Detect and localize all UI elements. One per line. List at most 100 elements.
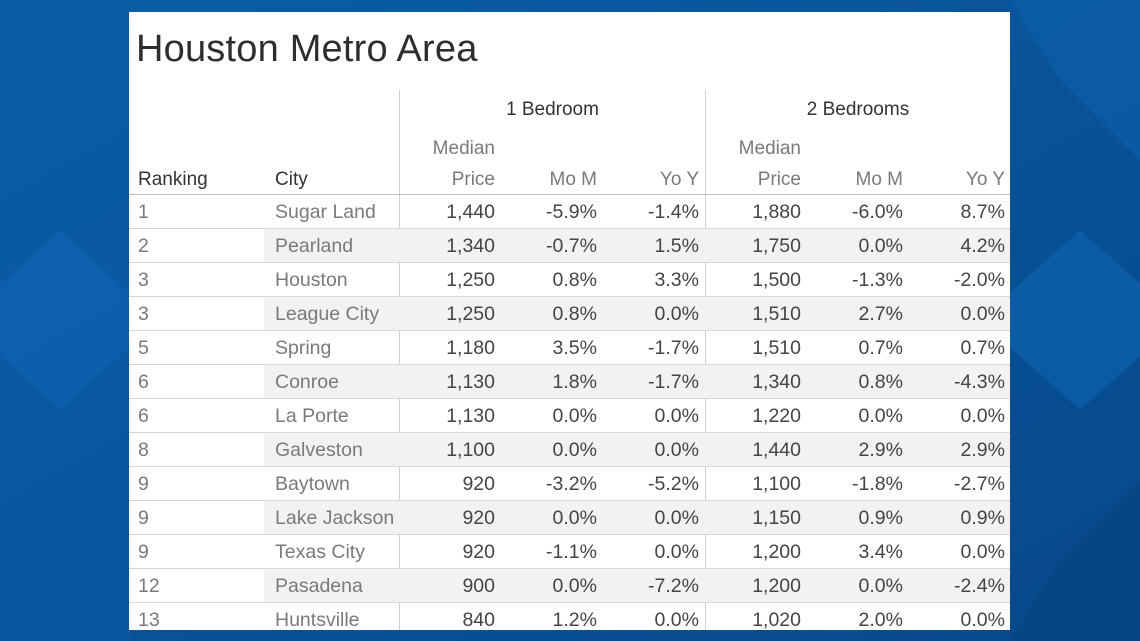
cell-city: Baytown xyxy=(275,473,350,495)
cell-1br-yoy: -1.4% xyxy=(648,201,699,223)
cell-city: Huntsville xyxy=(275,609,360,630)
cell-2br-yoy: 8.7% xyxy=(960,201,1005,223)
table-row: 6 La Porte 1,130 0.0% 0.0% 1,220 0.0% 0.0% xyxy=(129,399,1010,433)
cell-1br-mom: -0.7% xyxy=(546,235,597,257)
cell-city: Spring xyxy=(275,337,332,359)
cell-1br-yoy: 0.0% xyxy=(654,303,699,325)
table-row: 9 Lake Jackson 920 0.0% 0.0% 1,150 0.9% 0.9% xyxy=(129,501,1010,535)
row-band xyxy=(264,569,1010,602)
cell-city: League City xyxy=(275,303,380,325)
cell-ranking: 1 xyxy=(138,201,149,223)
cell-2br-price: 1,510 xyxy=(752,303,801,325)
cell-1br-price: 1,250 xyxy=(446,303,495,325)
cell-city: La Porte xyxy=(275,405,349,427)
cell-1br-yoy: 1.5% xyxy=(654,235,699,257)
cell-1br-mom: -1.1% xyxy=(546,541,597,563)
cell-1br-price: 920 xyxy=(462,541,495,563)
cell-1br-mom: 0.0% xyxy=(552,405,597,427)
cell-2br-price: 1,020 xyxy=(752,609,801,630)
cell-2br-yoy: 0.0% xyxy=(960,303,1005,325)
cell-ranking: 13 xyxy=(138,609,160,630)
cell-1br-mom: -5.9% xyxy=(546,201,597,223)
cell-1br-mom: 0.8% xyxy=(552,269,597,291)
cell-2br-yoy: 0.0% xyxy=(960,405,1005,427)
cell-1br-price: 840 xyxy=(462,609,495,630)
cell-2br-yoy: -2.0% xyxy=(954,269,1005,291)
cell-1br-mom: 0.0% xyxy=(552,575,597,597)
cell-ranking: 9 xyxy=(138,473,149,495)
rent-table-card: Houston Metro Area 1 Bedroom 2 Bedrooms … xyxy=(129,12,1010,630)
cell-ranking: 8 xyxy=(138,439,149,461)
cell-2br-price: 1,220 xyxy=(752,405,801,427)
cell-2br-yoy: 0.9% xyxy=(960,507,1005,529)
cell-1br-price: 900 xyxy=(462,575,495,597)
header-1br-price: Price xyxy=(451,169,495,190)
cell-city: Pasadena xyxy=(275,575,363,597)
cell-2br-price: 1,340 xyxy=(752,371,801,393)
cell-2br-price: 1,100 xyxy=(752,473,801,495)
row-band xyxy=(264,501,1010,534)
cell-ranking: 3 xyxy=(138,269,149,291)
cell-2br-price: 1,200 xyxy=(752,575,801,597)
cell-1br-price: 1,100 xyxy=(446,439,495,461)
cell-2br-price: 1,510 xyxy=(752,337,801,359)
cell-1br-yoy: -7.2% xyxy=(648,575,699,597)
cell-1br-mom: 3.5% xyxy=(552,337,597,359)
cell-ranking: 12 xyxy=(138,575,160,597)
cell-2br-yoy: -2.4% xyxy=(954,575,1005,597)
cell-ranking: 3 xyxy=(138,303,149,325)
header-2br-median: Median xyxy=(738,138,801,159)
cell-2br-yoy: 0.0% xyxy=(960,609,1005,630)
cell-1br-mom: 0.8% xyxy=(552,303,597,325)
cell-ranking: 9 xyxy=(138,507,149,529)
header-2br-mom: Mo M xyxy=(855,169,904,190)
table-row: 1 Sugar Land 1,440 -5.9% -1.4% 1,880 -6.0% 8.7% xyxy=(129,195,1010,229)
cell-1br-yoy: 0.0% xyxy=(654,439,699,461)
table-row: 5 Spring 1,180 3.5% -1.7% 1,510 0.7% 0.7% xyxy=(129,331,1010,365)
row-band xyxy=(264,433,1010,466)
cell-city: Sugar Land xyxy=(275,201,376,223)
cell-ranking: 2 xyxy=(138,235,149,257)
cell-2br-mom: 3.4% xyxy=(858,541,903,563)
cell-1br-mom: -3.2% xyxy=(546,473,597,495)
cell-2br-mom: 0.0% xyxy=(858,575,903,597)
table-row: 12 Pasadena 900 0.0% -7.2% 1,200 0.0% -2.4% xyxy=(129,569,1010,603)
header-1br-yoy: Yo Y xyxy=(659,169,699,190)
cell-2br-mom: 2.9% xyxy=(858,439,903,461)
cell-2br-mom: 0.0% xyxy=(858,405,903,427)
cell-1br-mom: 1.2% xyxy=(552,609,597,630)
group-header-1-bedroom: 1 Bedroom xyxy=(506,99,599,120)
cell-2br-price: 1,750 xyxy=(752,235,801,257)
cell-1br-price: 920 xyxy=(462,507,495,529)
cell-2br-mom: 0.0% xyxy=(858,235,903,257)
cell-1br-yoy: 0.0% xyxy=(654,541,699,563)
cell-city: Galveston xyxy=(275,439,363,461)
cell-ranking: 6 xyxy=(138,371,149,393)
cell-city: Texas City xyxy=(275,541,365,563)
cell-2br-yoy: 2.9% xyxy=(960,439,1005,461)
header-city: City xyxy=(275,169,308,190)
table-row: 9 Baytown 920 -3.2% -5.2% 1,100 -1.8% -2.7% xyxy=(129,467,1010,501)
cell-2br-mom: 0.9% xyxy=(858,507,903,529)
cell-2br-mom: 2.0% xyxy=(858,609,903,630)
cell-1br-yoy: -5.2% xyxy=(648,473,699,495)
cell-1br-price: 1,440 xyxy=(446,201,495,223)
cell-1br-price: 1,130 xyxy=(446,371,495,393)
cell-city: Lake Jackson xyxy=(275,507,395,529)
cell-1br-yoy: 0.0% xyxy=(654,609,699,630)
cell-1br-price: 1,130 xyxy=(446,405,495,427)
table-row: 3 Houston 1,250 0.8% 3.3% 1,500 -1.3% -2.0% xyxy=(129,263,1010,297)
table-row: 9 Texas City 920 -1.1% 0.0% 1,200 3.4% 0.0% xyxy=(129,535,1010,569)
row-band xyxy=(264,365,1010,398)
header-1br-mom: Mo M xyxy=(549,169,598,190)
table-row: 13 Huntsville 840 1.2% 0.0% 1,020 2.0% 0.0% xyxy=(129,603,1010,630)
cell-2br-mom: 0.7% xyxy=(858,337,903,359)
page-title: Houston Metro Area xyxy=(136,28,478,70)
cell-2br-mom: 0.8% xyxy=(858,371,903,393)
cell-1br-yoy: -1.7% xyxy=(648,371,699,393)
cell-ranking: 6 xyxy=(138,405,149,427)
cell-2br-price: 1,880 xyxy=(752,201,801,223)
cell-1br-price: 1,340 xyxy=(446,235,495,257)
row-band xyxy=(264,229,1010,262)
cell-1br-mom: 0.0% xyxy=(552,439,597,461)
